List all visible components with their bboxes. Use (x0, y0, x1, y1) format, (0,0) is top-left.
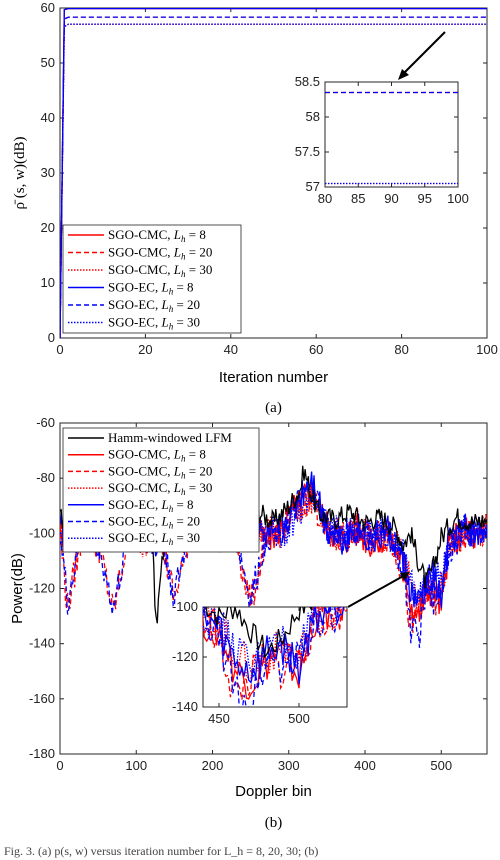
panel-b: 0 100 200 300 400 500 -180 -160 -140 -120 -100 -80 -… (9, 415, 488, 831)
x-tick-label: 500 (288, 711, 310, 726)
y-tick-label: -160 (29, 691, 55, 706)
panel-a: 0 20 40 60 80 100 0 10 20 30 40 50 60 Iteration numbe… (12, 0, 498, 416)
legend-label: SGO-CMC, Lh = 8 (108, 447, 206, 464)
y-tick-label: -100 (29, 525, 55, 540)
series-line (205, 607, 313, 659)
x-tick-label: 100 (476, 342, 498, 357)
legend-label: SGO-EC, Lh = 20 (108, 514, 200, 531)
y-tick-label: 57 (306, 179, 320, 194)
y-tick-label: 58.5 (295, 74, 320, 89)
y-tick-label: -180 (29, 746, 55, 761)
legend-label: SGO-EC, Lh = 30 (108, 530, 200, 547)
pointer-arrow (402, 31, 446, 75)
x-tick-label: 450 (208, 711, 230, 726)
x-tick-label: 200 (202, 758, 224, 773)
inset-a: 80 85 90 95 100 57 57.5 58 58.5 (295, 74, 469, 206)
x-axis-label: Iteration number (219, 369, 328, 386)
legend-label: SGO-EC, Lh = 8 (108, 280, 194, 297)
legend-label: SGO-EC, Lh = 30 (108, 315, 200, 332)
y-tick-label: 58 (306, 109, 320, 124)
series-line (60, 16, 487, 338)
x-tick-label: 80 (394, 342, 408, 357)
series-line (60, 23, 487, 338)
y-tick-label: 10 (41, 275, 55, 290)
y-tick-label: -120 (29, 581, 55, 596)
y-tick-label: -120 (172, 649, 198, 664)
y-tick-label: 40 (41, 110, 55, 125)
series-line (203, 607, 344, 700)
pointer-arrow (347, 574, 406, 608)
legend-box (62, 224, 242, 334)
x-tick-label: 0 (56, 342, 63, 357)
x-tick-label: 95 (418, 191, 432, 206)
y-tick-label: 30 (41, 165, 55, 180)
y-tick-label: 60 (41, 0, 55, 15)
plot-frame (324, 81, 459, 188)
x-tick-label: 20 (138, 342, 152, 357)
x-tick-label: 80 (318, 191, 332, 206)
legend-label: SGO-CMC, Lh = 20 (108, 463, 212, 480)
x-tick-label: 100 (125, 758, 147, 773)
panel-label: (a) (265, 400, 282, 416)
y-tick-label: -140 (29, 636, 55, 651)
y-tick-label: -60 (36, 415, 55, 430)
x-tick-label: 40 (224, 342, 238, 357)
series-line (203, 607, 345, 685)
x-tick-label: 60 (309, 342, 323, 357)
y-tick-label: 57.5 (295, 144, 320, 159)
inset-b: 450 500 -140 -120 -100 (172, 599, 348, 726)
y-axis-label: ρ̄ (s, w)(dB) (12, 137, 28, 210)
x-tick-label: 400 (354, 758, 376, 773)
series-line (60, 480, 487, 605)
series-line (203, 607, 345, 678)
pointer-arrowhead (398, 69, 409, 80)
x-axis-label: Doppler bin (235, 783, 312, 800)
y-tick-label: -140 (172, 699, 198, 714)
x-tick-label: 90 (384, 191, 398, 206)
legend-label: SGO-CMC, Lh = 8 (108, 227, 206, 244)
panel-label: (b) (265, 815, 283, 831)
x-tick-label: 500 (430, 758, 452, 773)
x-tick-label: 0 (56, 758, 63, 773)
y-tick-label: -100 (172, 599, 198, 614)
y-tick-label: 20 (41, 220, 55, 235)
y-tick-label: -80 (36, 470, 55, 485)
legend-label: SGO-EC, Lh = 8 (108, 497, 194, 514)
y-axis-label: Power(dB) (9, 553, 26, 624)
legend-box (62, 427, 260, 553)
legend-label: SGO-EC, Lh = 20 (108, 297, 200, 314)
x-tick-label: 85 (351, 191, 365, 206)
series-line (203, 607, 347, 707)
x-tick-label: 300 (278, 758, 300, 773)
legend-label: SGO-CMC, Lh = 30 (108, 480, 212, 497)
legend-label: SGO-CMC, Lh = 20 (108, 245, 212, 262)
legend-label: SGO-CMC, Lh = 30 (108, 262, 212, 279)
y-tick-label: 50 (41, 55, 55, 70)
x-tick-label: 100 (447, 191, 469, 206)
pointer-arrowhead (400, 572, 410, 581)
legend-label: Hamm-windowed LFM (108, 430, 232, 445)
figure-caption: Fig. 3. (a) p(s, w) versus iteration num… (4, 844, 318, 858)
y-tick-label: 0 (48, 330, 55, 345)
